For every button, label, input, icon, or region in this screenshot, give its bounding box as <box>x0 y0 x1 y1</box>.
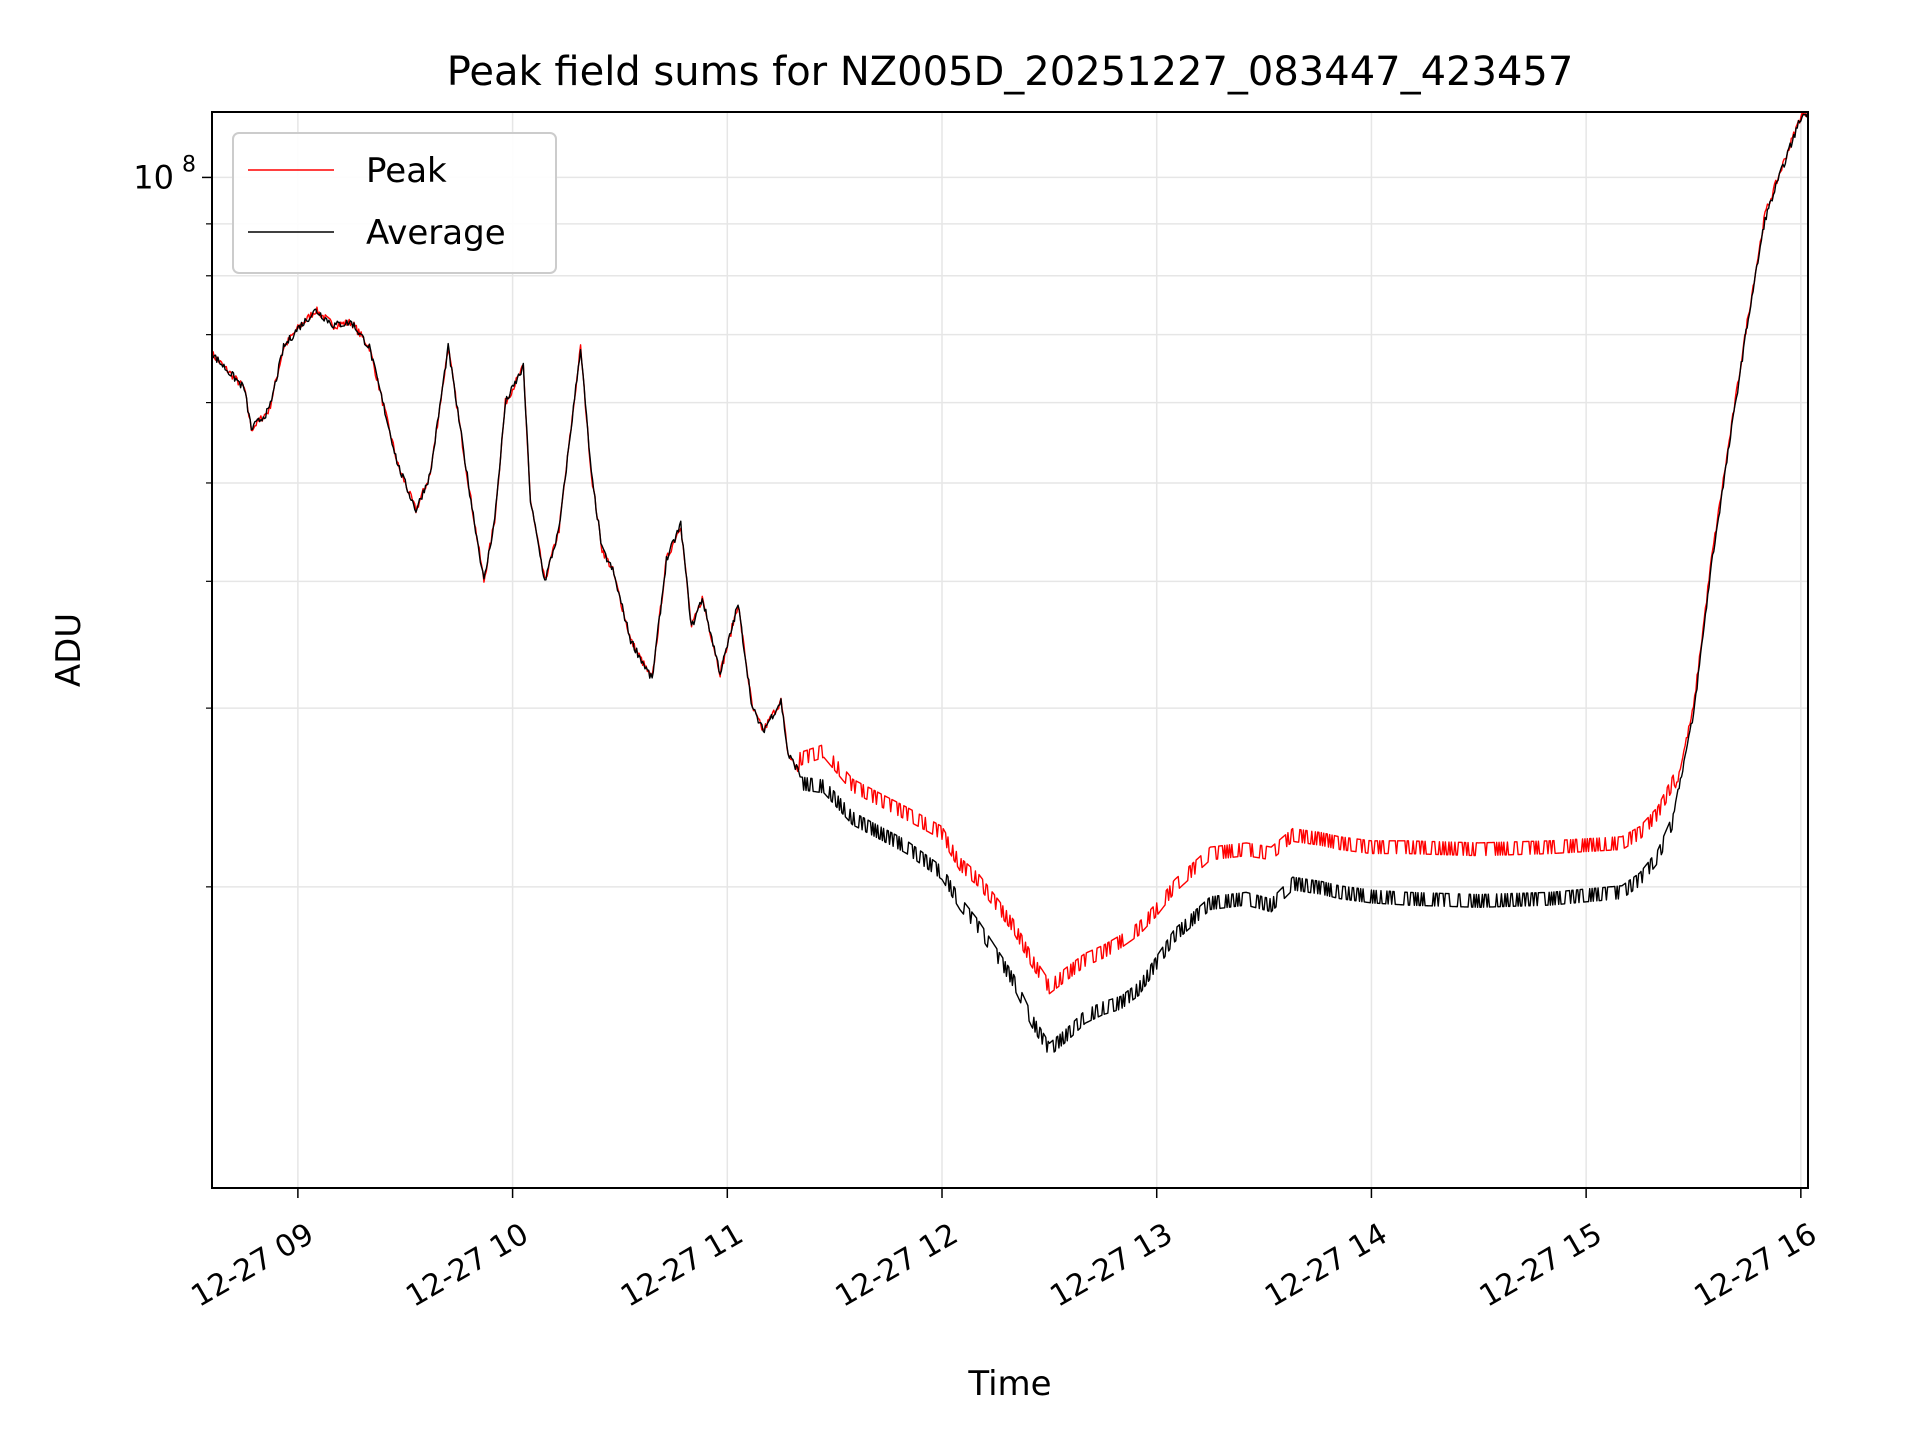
y-tick-label-exponent: 8 <box>182 152 196 177</box>
series-layer <box>212 112 1808 1053</box>
y-tick-label: 10 <box>133 158 174 196</box>
legend: Peak Average <box>232 132 557 274</box>
grid <box>212 112 1808 1188</box>
chart-title: Peak field sums for NZ005D_20251227_0834… <box>447 49 1574 95</box>
legend-label-average: Average <box>366 213 506 253</box>
legend-box <box>232 132 557 274</box>
axes-frame <box>211 111 1809 1189</box>
series-line-average <box>212 112 1808 1053</box>
y-axis-label: ADU <box>49 613 89 687</box>
y-axis: 10 8 <box>133 152 212 888</box>
legend-label-peak: Peak <box>366 151 447 191</box>
x-axis-label: Time <box>967 1364 1051 1404</box>
